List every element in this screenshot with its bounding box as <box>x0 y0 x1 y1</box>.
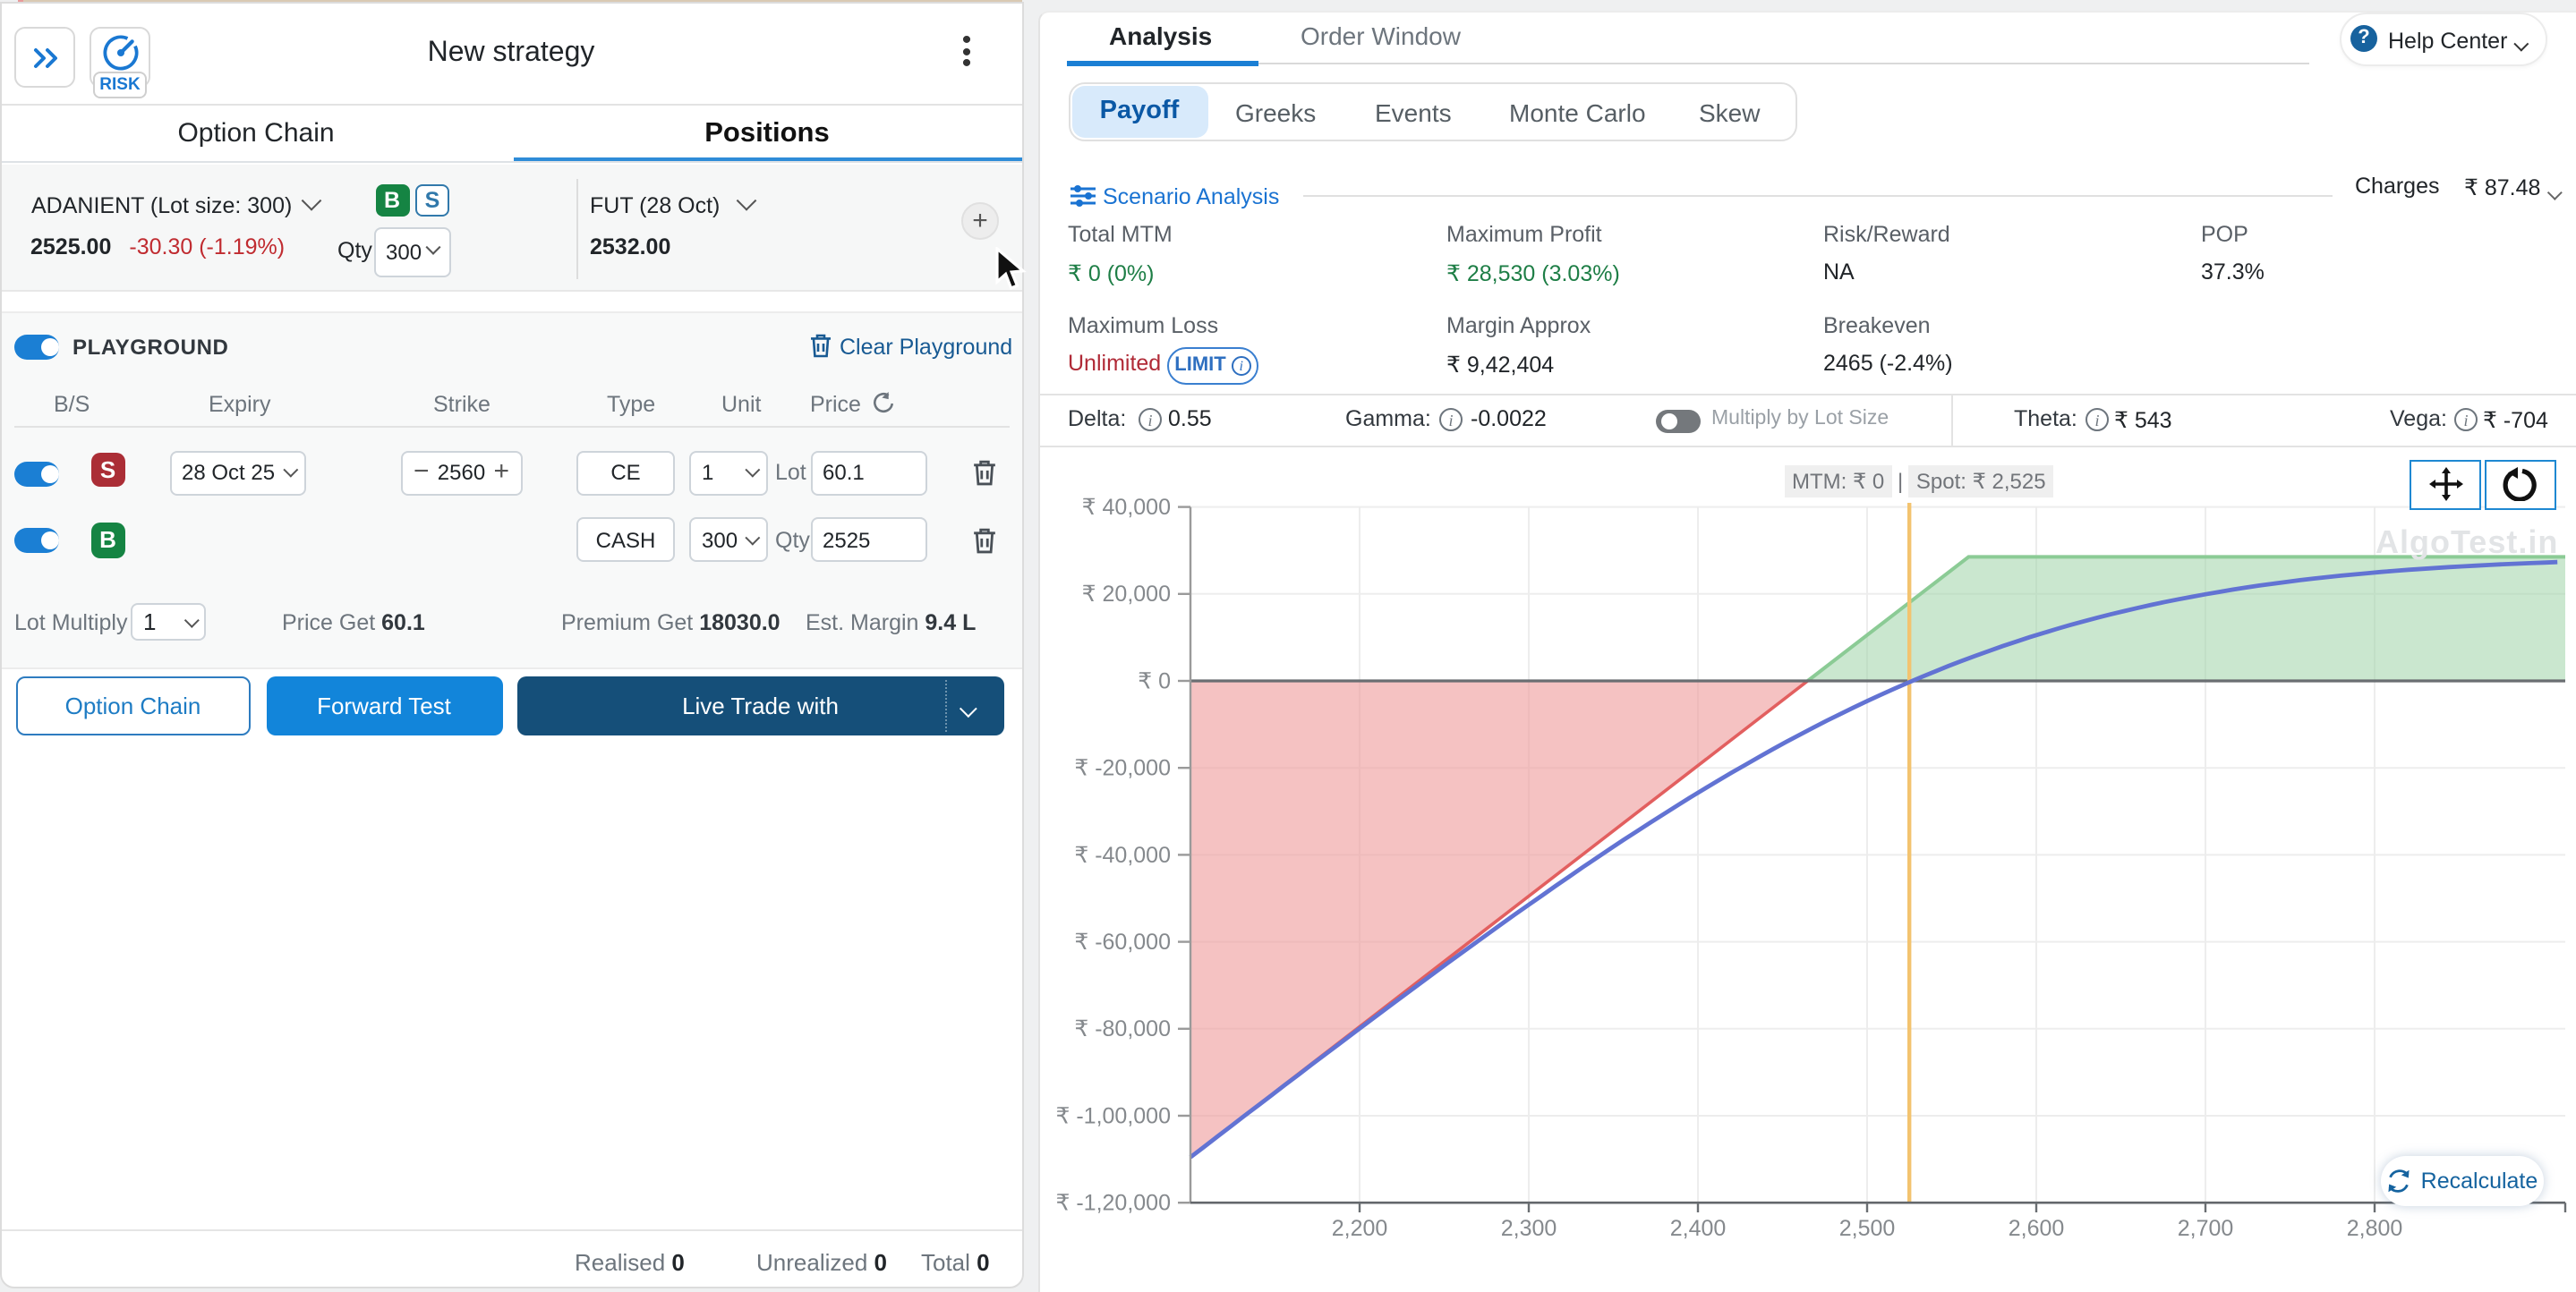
svg-text:2,200: 2,200 <box>1332 1216 1388 1241</box>
svg-text:₹ -1,00,000: ₹ -1,00,000 <box>1056 1103 1172 1128</box>
svg-text:2,600: 2,600 <box>2009 1216 2065 1241</box>
svg-text:₹ -80,000: ₹ -80,000 <box>1074 1016 1171 1041</box>
svg-text:₹ -20,000: ₹ -20,000 <box>1074 756 1171 781</box>
svg-text:2,300: 2,300 <box>1501 1216 1557 1241</box>
svg-text:2,500: 2,500 <box>1839 1216 1896 1241</box>
svg-text:2,700: 2,700 <box>2178 1216 2234 1241</box>
svg-text:₹ 40,000: ₹ 40,000 <box>1082 495 1171 520</box>
svg-text:₹ -1,20,000: ₹ -1,20,000 <box>1056 1191 1172 1216</box>
svg-text:₹ -40,000: ₹ -40,000 <box>1074 843 1171 868</box>
svg-text:₹ -60,000: ₹ -60,000 <box>1074 930 1171 955</box>
svg-text:₹ 0: ₹ 0 <box>1138 668 1171 693</box>
svg-text:2,400: 2,400 <box>1670 1216 1727 1241</box>
svg-text:₹ 20,000: ₹ 20,000 <box>1082 582 1171 607</box>
svg-text:2,800: 2,800 <box>2347 1216 2403 1241</box>
